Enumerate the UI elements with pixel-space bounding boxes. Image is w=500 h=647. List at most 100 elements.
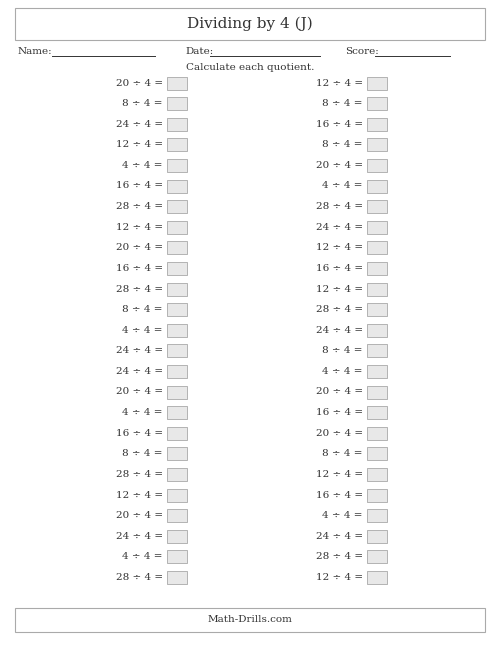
Text: 20 ÷ 4 =: 20 ÷ 4 = (316, 388, 363, 397)
FancyBboxPatch shape (167, 221, 187, 234)
FancyBboxPatch shape (367, 221, 387, 234)
FancyBboxPatch shape (167, 447, 187, 460)
Text: 28 ÷ 4 =: 28 ÷ 4 = (316, 202, 363, 211)
Text: 20 ÷ 4 =: 20 ÷ 4 = (116, 511, 163, 520)
Text: 12 ÷ 4 =: 12 ÷ 4 = (316, 470, 363, 479)
Text: 16 ÷ 4 =: 16 ÷ 4 = (116, 429, 163, 438)
Text: 24 ÷ 4 =: 24 ÷ 4 = (116, 120, 163, 129)
Text: 12 ÷ 4 =: 12 ÷ 4 = (116, 490, 163, 499)
Text: 28 ÷ 4 =: 28 ÷ 4 = (116, 285, 163, 294)
Text: 12 ÷ 4 =: 12 ÷ 4 = (316, 285, 363, 294)
Text: 16 ÷ 4 =: 16 ÷ 4 = (316, 264, 363, 273)
FancyBboxPatch shape (367, 386, 387, 399)
FancyBboxPatch shape (367, 344, 387, 357)
Text: 8 ÷ 4 =: 8 ÷ 4 = (322, 449, 363, 458)
Text: 12 ÷ 4 =: 12 ÷ 4 = (316, 243, 363, 252)
Text: 4 ÷ 4 =: 4 ÷ 4 = (122, 161, 163, 170)
FancyBboxPatch shape (367, 488, 387, 501)
Text: 20 ÷ 4 =: 20 ÷ 4 = (316, 429, 363, 438)
FancyBboxPatch shape (367, 551, 387, 564)
Text: 8 ÷ 4 =: 8 ÷ 4 = (122, 449, 163, 458)
Text: 24 ÷ 4 =: 24 ÷ 4 = (116, 346, 163, 355)
FancyBboxPatch shape (367, 118, 387, 131)
Text: 16 ÷ 4 =: 16 ÷ 4 = (116, 182, 163, 190)
FancyBboxPatch shape (367, 179, 387, 193)
FancyBboxPatch shape (167, 488, 187, 501)
FancyBboxPatch shape (367, 530, 387, 543)
Text: 8 ÷ 4 =: 8 ÷ 4 = (122, 99, 163, 108)
Text: 16 ÷ 4 =: 16 ÷ 4 = (316, 120, 363, 129)
FancyBboxPatch shape (367, 262, 387, 275)
Text: 20 ÷ 4 =: 20 ÷ 4 = (316, 161, 363, 170)
Text: 16 ÷ 4 =: 16 ÷ 4 = (116, 264, 163, 273)
FancyBboxPatch shape (167, 571, 187, 584)
Text: 24 ÷ 4 =: 24 ÷ 4 = (316, 223, 363, 232)
FancyBboxPatch shape (367, 138, 387, 151)
FancyBboxPatch shape (367, 283, 387, 296)
Text: 24 ÷ 4 =: 24 ÷ 4 = (316, 532, 363, 541)
FancyBboxPatch shape (167, 76, 187, 89)
FancyBboxPatch shape (167, 324, 187, 336)
Text: 20 ÷ 4 =: 20 ÷ 4 = (116, 243, 163, 252)
Text: 28 ÷ 4 =: 28 ÷ 4 = (316, 553, 363, 562)
Text: 4 ÷ 4 =: 4 ÷ 4 = (322, 511, 363, 520)
Text: 8 ÷ 4 =: 8 ÷ 4 = (322, 346, 363, 355)
FancyBboxPatch shape (367, 200, 387, 213)
FancyBboxPatch shape (15, 8, 485, 40)
Text: Calculate each quotient.: Calculate each quotient. (186, 63, 314, 72)
Text: 24 ÷ 4 =: 24 ÷ 4 = (116, 367, 163, 376)
FancyBboxPatch shape (167, 530, 187, 543)
Text: 12 ÷ 4 =: 12 ÷ 4 = (316, 78, 363, 87)
Text: Name:: Name: (18, 47, 52, 56)
FancyBboxPatch shape (167, 159, 187, 172)
Text: 16 ÷ 4 =: 16 ÷ 4 = (316, 408, 363, 417)
Text: 4 ÷ 4 =: 4 ÷ 4 = (122, 553, 163, 562)
FancyBboxPatch shape (167, 138, 187, 151)
Text: 20 ÷ 4 =: 20 ÷ 4 = (116, 78, 163, 87)
Text: 4 ÷ 4 =: 4 ÷ 4 = (122, 325, 163, 334)
FancyBboxPatch shape (167, 303, 187, 316)
FancyBboxPatch shape (367, 159, 387, 172)
FancyBboxPatch shape (167, 200, 187, 213)
FancyBboxPatch shape (167, 118, 187, 131)
FancyBboxPatch shape (367, 324, 387, 336)
FancyBboxPatch shape (367, 427, 387, 440)
Text: 24 ÷ 4 =: 24 ÷ 4 = (316, 325, 363, 334)
Text: 8 ÷ 4 =: 8 ÷ 4 = (122, 305, 163, 314)
FancyBboxPatch shape (15, 608, 485, 632)
Text: 4 ÷ 4 =: 4 ÷ 4 = (322, 367, 363, 376)
FancyBboxPatch shape (167, 468, 187, 481)
FancyBboxPatch shape (167, 551, 187, 564)
FancyBboxPatch shape (367, 241, 387, 254)
Text: Score:: Score: (345, 47, 379, 56)
Text: 28 ÷ 4 =: 28 ÷ 4 = (116, 202, 163, 211)
Text: 8 ÷ 4 =: 8 ÷ 4 = (322, 99, 363, 108)
FancyBboxPatch shape (167, 241, 187, 254)
FancyBboxPatch shape (367, 509, 387, 522)
FancyBboxPatch shape (167, 406, 187, 419)
FancyBboxPatch shape (367, 447, 387, 460)
FancyBboxPatch shape (367, 406, 387, 419)
FancyBboxPatch shape (167, 283, 187, 296)
Text: 20 ÷ 4 =: 20 ÷ 4 = (116, 388, 163, 397)
Text: 12 ÷ 4 =: 12 ÷ 4 = (116, 140, 163, 149)
Text: 12 ÷ 4 =: 12 ÷ 4 = (316, 573, 363, 582)
FancyBboxPatch shape (167, 344, 187, 357)
Text: 28 ÷ 4 =: 28 ÷ 4 = (116, 573, 163, 582)
Text: Dividing by 4 (J): Dividing by 4 (J) (187, 17, 313, 31)
FancyBboxPatch shape (167, 97, 187, 110)
FancyBboxPatch shape (367, 97, 387, 110)
FancyBboxPatch shape (367, 571, 387, 584)
Text: 4 ÷ 4 =: 4 ÷ 4 = (322, 182, 363, 190)
Text: 28 ÷ 4 =: 28 ÷ 4 = (116, 470, 163, 479)
FancyBboxPatch shape (167, 386, 187, 399)
FancyBboxPatch shape (367, 303, 387, 316)
Text: Math-Drills.com: Math-Drills.com (208, 615, 292, 624)
Text: Date:: Date: (185, 47, 213, 56)
Text: 24 ÷ 4 =: 24 ÷ 4 = (116, 532, 163, 541)
FancyBboxPatch shape (167, 365, 187, 378)
Text: 8 ÷ 4 =: 8 ÷ 4 = (322, 140, 363, 149)
FancyBboxPatch shape (367, 365, 387, 378)
FancyBboxPatch shape (367, 76, 387, 89)
Text: 16 ÷ 4 =: 16 ÷ 4 = (316, 490, 363, 499)
